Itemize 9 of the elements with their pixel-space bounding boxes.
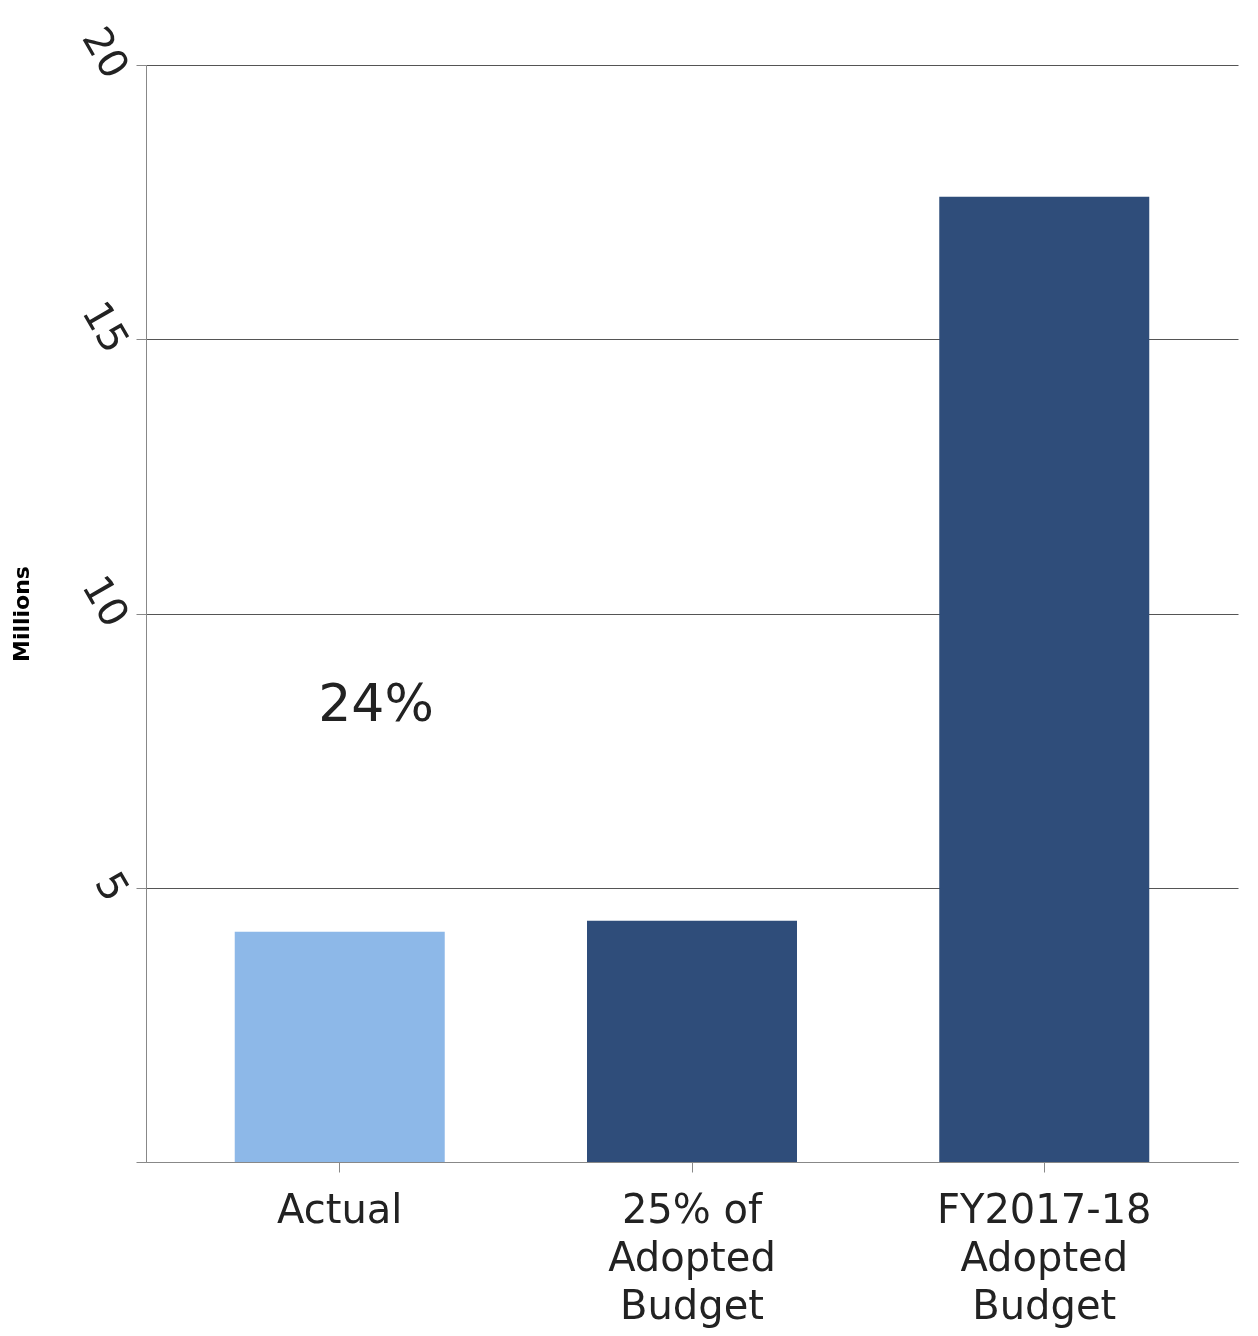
y-axis-title: Millions xyxy=(9,566,35,662)
x-tick-label: Actual xyxy=(277,1185,403,1232)
x-tick-label: 25% of Adopted Budget xyxy=(608,1185,776,1328)
annotation: 24% xyxy=(318,673,434,733)
y-tick-label: 5 xyxy=(86,863,139,909)
y-tick-label: 20 xyxy=(73,18,139,86)
y-tick-label: 15 xyxy=(73,293,139,361)
x-tick-label: FY2017-18 Adopted Budget xyxy=(936,1185,1152,1328)
y-tick-label: 10 xyxy=(73,567,139,635)
